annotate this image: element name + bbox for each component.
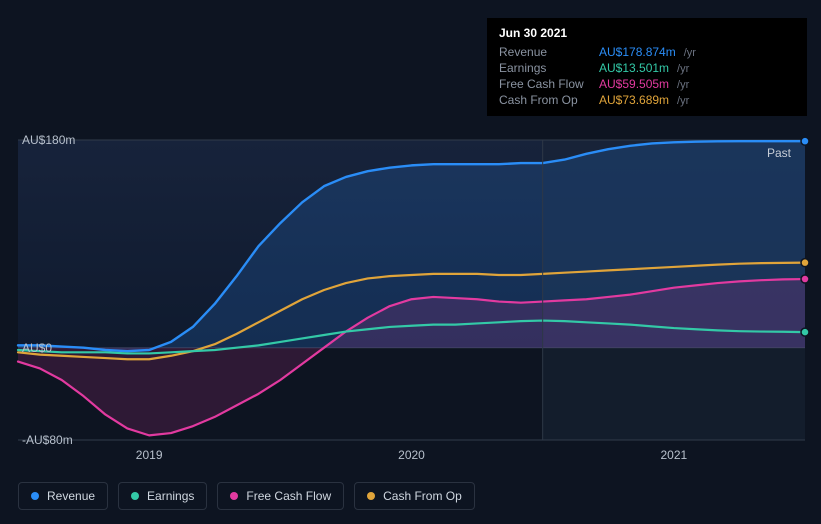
- tooltip-date: Jun 30 2021: [499, 26, 795, 40]
- hover-tooltip: Jun 30 2021 RevenueAU$178.874m/yrEarning…: [487, 18, 807, 116]
- tooltip-metric-label: Revenue: [499, 45, 591, 59]
- x-axis-tick-label: 2020: [398, 448, 425, 462]
- y-axis-tick-label: AU$180m: [22, 133, 75, 147]
- legend-label: Revenue: [47, 489, 95, 503]
- tooltip-metric-label: Cash From Op: [499, 93, 591, 107]
- tooltip-metric-label: Free Cash Flow: [499, 77, 591, 91]
- legend-item-revenue[interactable]: Revenue: [18, 482, 108, 510]
- tooltip-unit: /yr: [677, 95, 689, 107]
- tooltip-metric-value: AU$178.874m: [599, 45, 676, 59]
- tooltip-row: Revenue AU$178.874m/yr: [499, 44, 795, 60]
- legend-dot-icon: [367, 492, 375, 500]
- x-axis-tick-label: 2019: [136, 448, 163, 462]
- tooltip-metric-label: Earnings: [499, 61, 591, 75]
- legend-dot-icon: [31, 492, 39, 500]
- legend-label: Earnings: [147, 489, 194, 503]
- legend: Revenue Earnings Free Cash Flow Cash From O…: [18, 482, 475, 510]
- tooltip-row: Cash From Op AU$73.689m/yr: [499, 92, 795, 108]
- legend-dot-icon: [131, 492, 139, 500]
- legend-item-cash-from-op[interactable]: Cash From Op: [354, 482, 475, 510]
- legend-item-earnings[interactable]: Earnings: [118, 482, 207, 510]
- tooltip-row: Free Cash Flow AU$59.505m/yr: [499, 76, 795, 92]
- x-axis-tick-label: 2021: [660, 448, 687, 462]
- tooltip-unit: /yr: [677, 79, 689, 91]
- y-axis-tick-label: -AU$80m: [22, 433, 73, 447]
- tooltip-unit: /yr: [684, 47, 696, 59]
- legend-label: Free Cash Flow: [246, 489, 331, 503]
- tooltip-unit: /yr: [677, 63, 689, 75]
- tooltip-metric-value: AU$13.501m: [599, 61, 669, 75]
- tooltip-row: Earnings AU$13.501m/yr: [499, 60, 795, 76]
- legend-label: Cash From Op: [383, 489, 462, 503]
- past-region-label: Past: [767, 146, 791, 160]
- tooltip-metric-value: AU$59.505m: [599, 77, 669, 91]
- tooltip-metric-value: AU$73.689m: [599, 93, 669, 107]
- legend-item-free-cash-flow[interactable]: Free Cash Flow: [217, 482, 344, 510]
- y-axis-tick-label: AU$0: [22, 341, 52, 355]
- financial-line-chart: Jun 30 2021 RevenueAU$178.874m/yrEarning…: [0, 0, 821, 524]
- legend-dot-icon: [230, 492, 238, 500]
